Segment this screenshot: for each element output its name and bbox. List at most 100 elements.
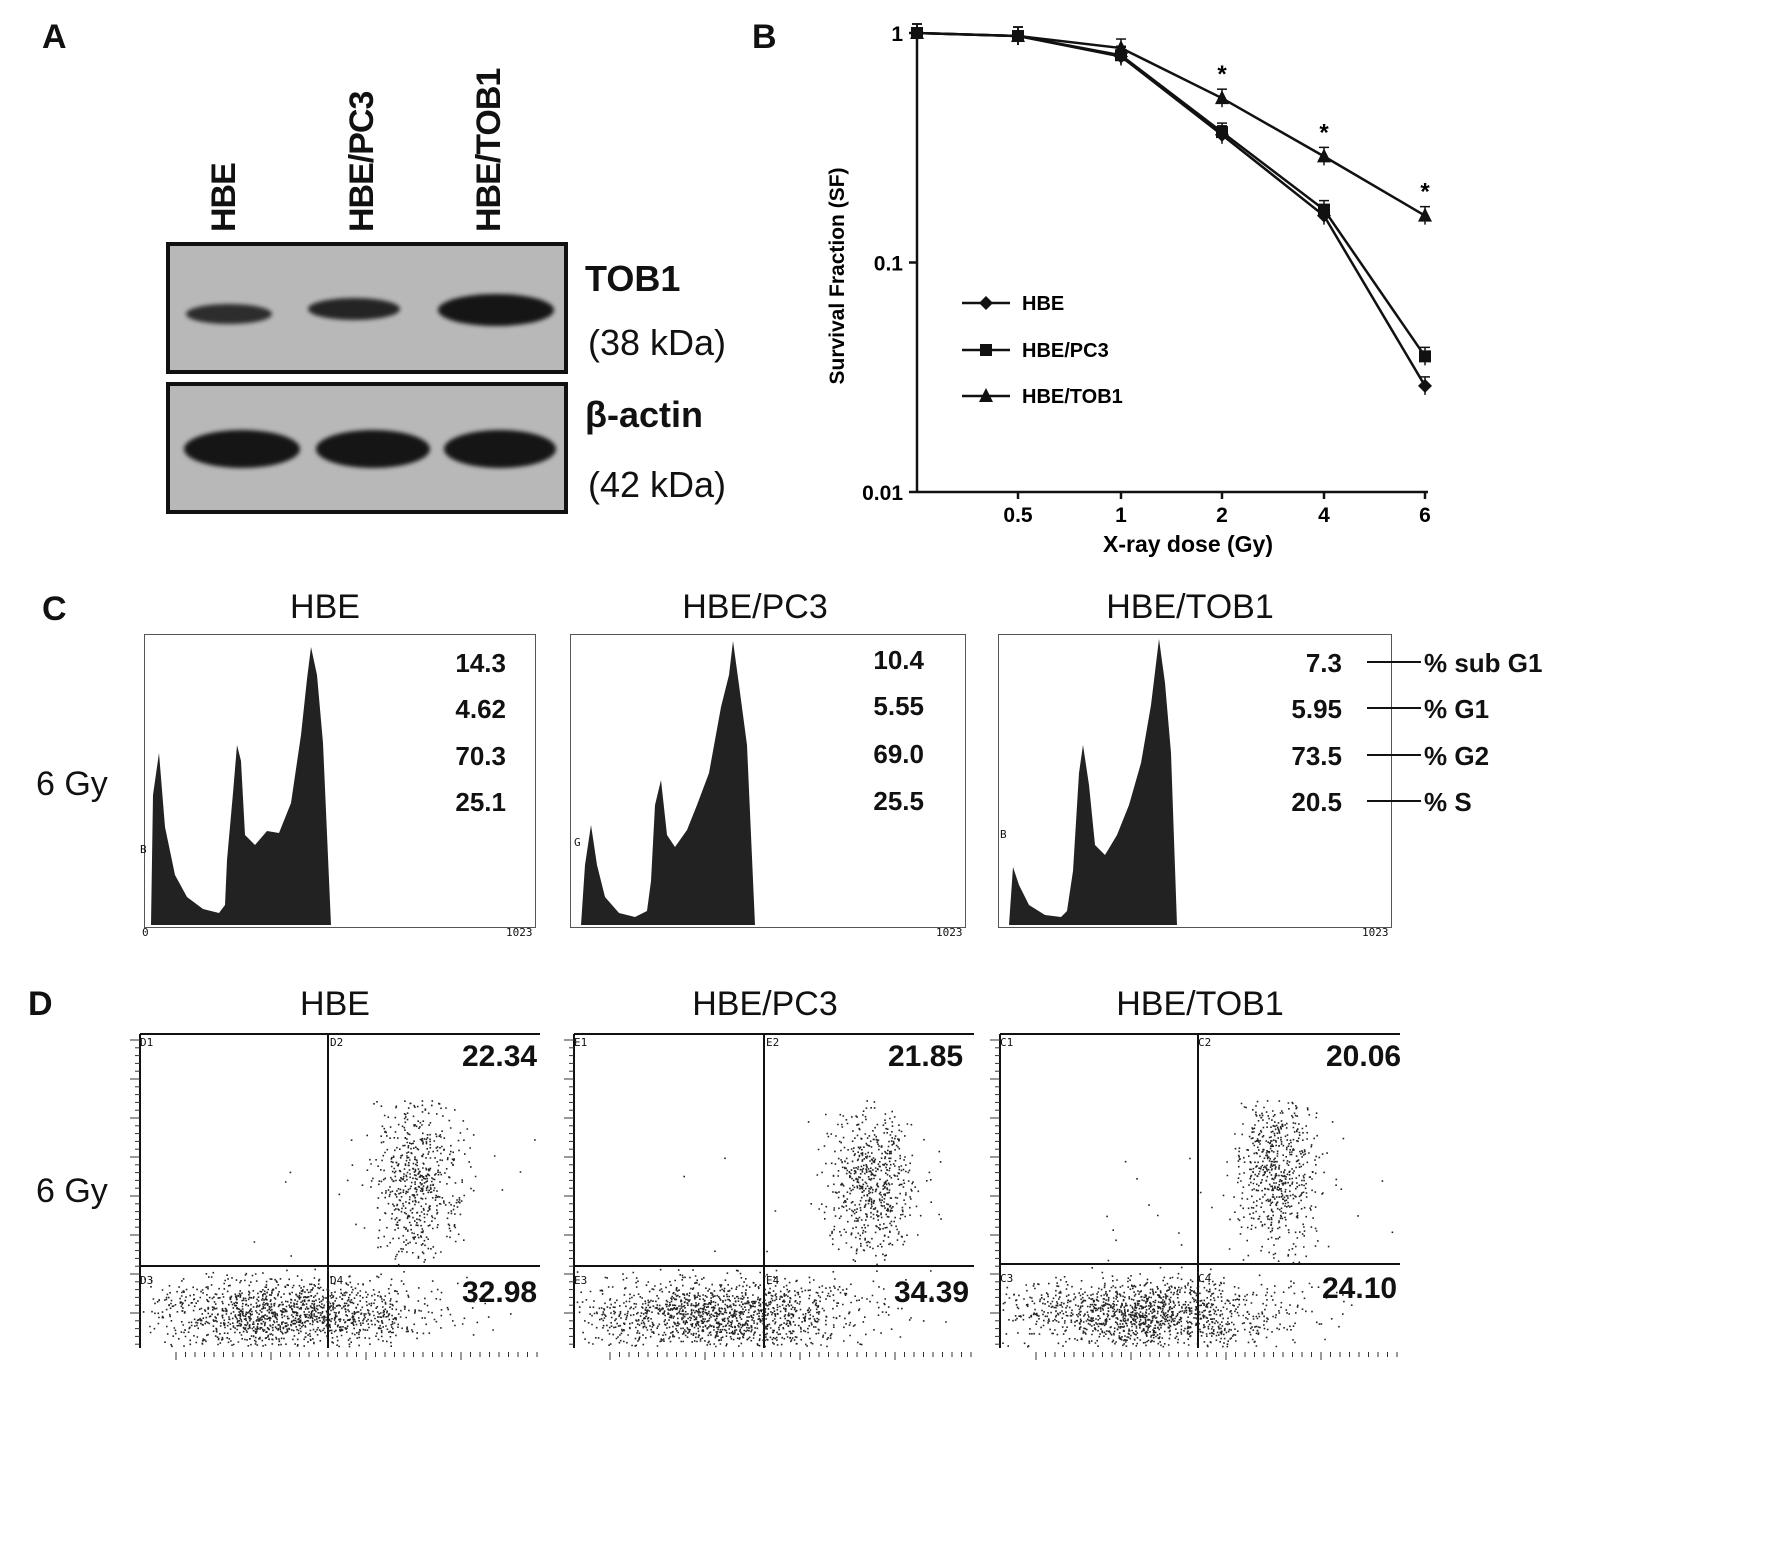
panel-label-b: B <box>752 18 777 56</box>
quadrant-ur-hbe: D2 <box>330 1036 344 1049</box>
actin-band-hbe <box>184 430 300 468</box>
legend-marker <box>979 388 993 402</box>
axis-end-hbe: 1023 <box>506 926 533 939</box>
cell-cycle-title-hbe: HBE <box>290 588 360 626</box>
upper-right-percent-hbe-pc3: 21.85 <box>888 1040 964 1073</box>
quadrant-lr-hbe-tob1: C4 <box>1198 1272 1212 1285</box>
quadrant-ll-hbe: D3 <box>140 1274 154 1287</box>
dot-plot-hbe-pc3 <box>564 1033 974 1360</box>
event-dots <box>142 1100 536 1348</box>
data-point-hbe-pc3 <box>1419 350 1431 363</box>
data-point-hbe-pc3 <box>1318 203 1330 216</box>
histogram-hbe-tob1 <box>998 634 1392 928</box>
subg1-hbe: 14.3 <box>455 648 506 678</box>
x-tick-label: 2 <box>1216 504 1228 527</box>
panel-label-c: C <box>42 590 67 628</box>
legend-marker <box>979 296 993 310</box>
legend-marker <box>980 344 992 356</box>
apoptosis-title-hbe-pc3: HBE/PC3 <box>692 985 838 1023</box>
apoptosis-title-hbe: HBE <box>300 985 370 1023</box>
subg1-hbe-pc3: 10.4 <box>873 645 924 675</box>
g2-hbe: 70.3 <box>455 741 506 771</box>
lane-label-hbe: HBE <box>205 163 243 232</box>
series-line-hbe <box>916 31 1427 387</box>
g1-hbe: 4.62 <box>455 694 506 724</box>
lower-right-percent-hbe-tob1: 24.10 <box>1322 1272 1398 1305</box>
y-tick-label: 0.1 <box>874 253 904 276</box>
quadrant-ll-hbe-pc3: E3 <box>574 1274 588 1287</box>
quadrant-lr-hbe-pc3: E4 <box>766 1274 780 1287</box>
legend-label: HBE <box>1022 293 1064 315</box>
x-tick-label: 4 <box>1318 504 1330 527</box>
histogram-hbe-pc3 <box>570 634 966 928</box>
quadrant-ur-hbe-pc3: E2 <box>766 1036 780 1049</box>
g2-hbe-pc3: 69.0 <box>873 739 924 769</box>
quadrant-ul-hbe: D1 <box>140 1036 154 1049</box>
upper-right-percent-hbe: 22.34 <box>462 1040 538 1073</box>
actin-label: β-actin <box>585 394 703 435</box>
tob1-band-hbe <box>186 304 272 324</box>
lower-right-percent-hbe-pc3: 34.39 <box>894 1276 970 1309</box>
actin-band-hbe-tob1 <box>444 430 556 468</box>
tob1-blot <box>166 242 568 374</box>
actin-size: (42 kDa) <box>588 464 727 505</box>
quadrant-ll-hbe-tob1: C3 <box>1000 1272 1014 1285</box>
actin-blot <box>166 382 568 514</box>
y-axis-label: Survival Fraction (SF) <box>826 167 849 384</box>
quadrant-lr-hbe: D4 <box>330 1274 344 1287</box>
apoptosis-title-hbe-tob1: HBE/TOB1 <box>1116 985 1284 1023</box>
quadrant-ul-hbe-tob1: C1 <box>1000 1036 1014 1049</box>
quadrant-ur-hbe-tob1: C2 <box>1198 1036 1212 1049</box>
data-point-hbe <box>1418 378 1432 393</box>
tob1-label: TOB1 <box>585 258 681 299</box>
dot-plot-hbe <box>130 1033 540 1360</box>
s-hbe-pc3: 25.5 <box>873 786 924 816</box>
phase-label-s: % S <box>1424 787 1472 817</box>
data-point-hbe-tob1 <box>910 25 924 39</box>
significance-mark: * <box>1217 61 1227 88</box>
cell-cycle-title-hbe-pc3: HBE/PC3 <box>682 588 828 626</box>
g2-hbe-tob1: 73.5 <box>1291 741 1342 771</box>
gate-label-hbe-tob1: B <box>1000 828 1007 841</box>
subg1-hbe-tob1: 7.3 <box>1305 648 1342 678</box>
s-hbe: 25.1 <box>455 787 506 817</box>
data-point-hbe-pc3 <box>1216 126 1228 139</box>
axis-start-hbe: 0 <box>142 926 149 939</box>
panel-label-a: A <box>42 18 67 56</box>
quadrant-ul-hbe-pc3: E1 <box>574 1036 588 1049</box>
survival-fraction-chart: 0.010.11 0.5 1 2 4 6 *** HBEHBE/PC3HBE/TOB1 … <box>826 23 1432 557</box>
data-point-hbe-tob1 <box>1114 40 1128 55</box>
histogram-hbe <box>144 634 536 928</box>
x-tick-label: 6 <box>1419 504 1431 527</box>
y-tick-label: 0.01 <box>862 482 903 505</box>
panel-label-d: D <box>28 985 53 1023</box>
x-axis-label: X-ray dose (Gy) <box>1103 531 1273 557</box>
phase-label-g2: % G2 <box>1424 741 1490 771</box>
data-point-hbe-tob1 <box>1011 28 1025 43</box>
apoptosis-dose-label: 6 Gy <box>36 1172 108 1210</box>
axis-end-hbe-pc3: 1023 <box>936 926 963 939</box>
upper-right-percent-hbe-tob1: 20.06 <box>1326 1040 1402 1073</box>
legend-label: HBE/PC3 <box>1022 340 1109 362</box>
lower-right-percent-hbe: 32.98 <box>462 1276 538 1309</box>
data-point-hbe-tob1 <box>1317 148 1331 163</box>
x-tick-label: 1 <box>1115 504 1127 527</box>
gate-label-hbe-pc3: G <box>574 836 581 849</box>
data-point-hbe-tob1 <box>1215 90 1229 105</box>
data-point-hbe-tob1 <box>1418 207 1432 222</box>
cell-cycle-title-hbe-tob1: HBE/TOB1 <box>1106 588 1274 626</box>
legend-label: HBE/TOB1 <box>1022 386 1123 408</box>
lane-label-hbe-pc3: HBE/PC3 <box>343 91 381 232</box>
tob1-size: (38 kDa) <box>588 322 727 363</box>
series-line-hbe-pc3 <box>916 31 1427 358</box>
dot-plot-hbe-tob1 <box>990 1033 1400 1360</box>
phase-label-g1: % G1 <box>1424 694 1490 724</box>
significance-mark: * <box>1420 179 1430 206</box>
plot-area <box>574 1034 974 1348</box>
cell-cycle-dose-label: 6 Gy <box>36 765 108 803</box>
x-tick-label: 0.5 <box>1003 504 1033 527</box>
s-hbe-tob1: 20.5 <box>1291 787 1342 817</box>
phase-label-subg1: % sub G1 <box>1424 648 1543 678</box>
g1-hbe-tob1: 5.95 <box>1291 694 1342 724</box>
significance-mark: * <box>1319 119 1329 146</box>
